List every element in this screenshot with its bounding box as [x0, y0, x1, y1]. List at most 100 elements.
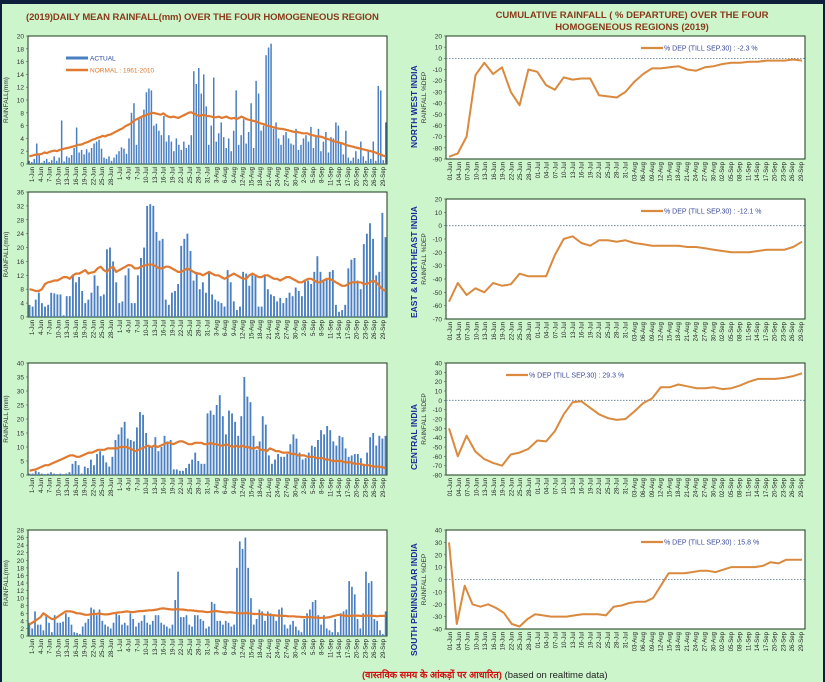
- cumulative-title-line2: HOMOGENEOUS REGIONS (2019): [555, 22, 709, 33]
- x-tick-label: 04-Jul: [545, 162, 551, 178]
- actual-bar: [188, 144, 190, 164]
- actual-bar: [93, 143, 95, 164]
- actual-bar: [337, 632, 339, 636]
- normal-line: [29, 440, 386, 472]
- x-tick-label: 27-Aug: [284, 478, 290, 497]
- actual-bar: [235, 310, 238, 317]
- actual-bar: [367, 583, 370, 636]
- actual-bar: [323, 615, 325, 636]
- actual-bar: [377, 85, 380, 164]
- actual-bar: [304, 458, 307, 475]
- x-tick-label: 30-Aug: [293, 167, 299, 186]
- actual-bar: [105, 462, 108, 475]
- actual-bar: [282, 303, 285, 317]
- actual-bar: [68, 472, 71, 475]
- actual-bar: [384, 435, 387, 475]
- x-tick-label: 19-Jun: [83, 320, 89, 338]
- actual-bar: [76, 632, 78, 636]
- x-tick-label: 03-Aug: [632, 162, 638, 181]
- x-tick-label: 18-Aug: [258, 167, 264, 186]
- actual-bar: [100, 148, 103, 164]
- x-tick-label: 28-Jun: [109, 320, 115, 338]
- actual-bar: [219, 620, 221, 636]
- x-tick-label: 14-Sep: [755, 161, 761, 181]
- actual-bar: [190, 135, 193, 164]
- actual-bar: [325, 278, 328, 317]
- actual-bar: [77, 465, 80, 475]
- x-tick-label: 27-Aug: [284, 639, 290, 658]
- legend-dep-label: % DEP (TILL SEP.30) : -12.1 %: [664, 209, 762, 216]
- y-tick-label: 20: [435, 552, 443, 559]
- actual-bar: [217, 133, 220, 164]
- x-tick-label: 16-Jun: [74, 478, 80, 496]
- x-tick-label: 17-Sep: [764, 631, 770, 651]
- x-tick-label: 13-Jun: [65, 167, 71, 185]
- actual-bar: [254, 275, 257, 317]
- x-tick-label: 4-Jul: [127, 320, 133, 333]
- y-axis-label: RAINFALL (mm): [3, 395, 10, 442]
- y-tick-label: 16: [17, 573, 25, 580]
- departure-line: [448, 58, 803, 158]
- actual-bar: [146, 622, 149, 636]
- x-tick-label: 28-Jul: [615, 162, 621, 178]
- actual-bar: [376, 620, 379, 636]
- actual-bar: [151, 620, 154, 636]
- y-tick-label: 20: [17, 34, 25, 41]
- actual-bar: [111, 456, 114, 475]
- actual-bar: [109, 247, 111, 317]
- x-tick-label: 6-Aug: [223, 639, 229, 655]
- actual-bar: [166, 441, 169, 475]
- x-tick-label: 9-Aug: [232, 478, 238, 494]
- x-tick-label: 7-Jun: [48, 639, 54, 654]
- x-tick-label: 20-Sep: [773, 321, 779, 341]
- actual-bar: [96, 285, 99, 317]
- actual-bar: [78, 277, 80, 317]
- actual-bar: [215, 141, 217, 164]
- x-tick-label: 25-Jun: [100, 639, 106, 657]
- actual-bar: [363, 463, 365, 475]
- actual-bar: [185, 615, 188, 636]
- actual-bar: [157, 451, 160, 475]
- x-tick-label: 06-Aug: [641, 322, 647, 341]
- x-tick-label: 3-Aug: [214, 167, 220, 183]
- actual-bar: [50, 292, 53, 317]
- x-tick-label: 1-Jul: [118, 478, 124, 491]
- actual-bar: [344, 304, 347, 317]
- actual-bar: [36, 624, 39, 636]
- y-axis-label: RAINFALL(mm): [3, 560, 10, 606]
- x-tick-label: 08-Sep: [738, 477, 744, 497]
- actual-bar: [270, 294, 272, 317]
- actual-bar: [169, 440, 172, 475]
- x-tick-label: 26-Sep: [372, 166, 378, 186]
- x-tick-label: 11-Sep: [746, 321, 752, 341]
- x-tick-label: 26-Sep: [372, 638, 378, 658]
- actual-bar: [161, 238, 164, 317]
- y-tick-label: 4: [20, 301, 24, 308]
- y-tick-label: 0: [20, 315, 24, 322]
- normal-line: [29, 111, 386, 158]
- x-tick-label: 25-Jun: [518, 632, 524, 650]
- x-tick-label: 22-Jul: [179, 478, 185, 494]
- x-tick-label: 27-Aug: [702, 632, 708, 651]
- actual-bar: [34, 470, 37, 475]
- x-tick-label: 24-Aug: [694, 322, 700, 341]
- y-tick-label: -30: [433, 426, 443, 433]
- x-tick-label: 23-Sep: [781, 321, 787, 341]
- x-tick-label: 10-Jul: [562, 322, 568, 338]
- x-tick-label: 19-Jul: [588, 478, 594, 494]
- actual-bar: [195, 84, 198, 164]
- actual-bar: [53, 156, 55, 164]
- y-tick-label: 10: [17, 98, 25, 105]
- actual-bar: [205, 628, 207, 636]
- x-tick-label: 12-Aug: [659, 162, 665, 181]
- y-tick-label: 10: [435, 210, 443, 217]
- actual-bar: [83, 466, 86, 475]
- x-tick-label: 25-Jul: [188, 639, 194, 655]
- y-tick-label: -90: [433, 157, 443, 164]
- x-tick-label: 21-Aug: [685, 322, 691, 341]
- actual-bar: [205, 106, 208, 164]
- actual-bar: [262, 125, 265, 164]
- y-tick-label: -60: [433, 303, 443, 310]
- x-tick-label: 10-Jun: [474, 478, 480, 496]
